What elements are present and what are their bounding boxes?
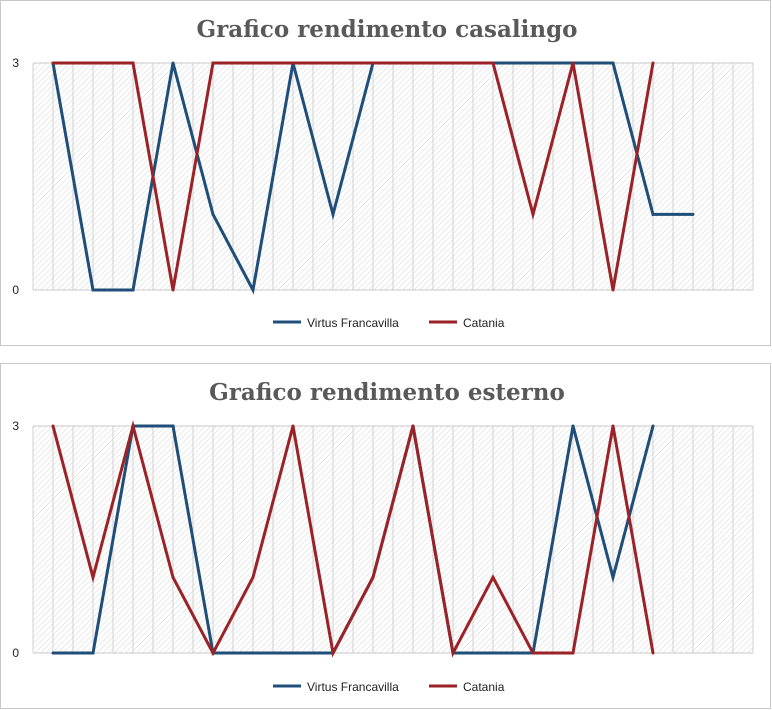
data-point-virtus-francavilla bbox=[51, 651, 55, 655]
data-point-catania bbox=[531, 651, 535, 655]
data-point-virtus-francavilla bbox=[291, 651, 295, 655]
y-tick-label: 3 bbox=[12, 56, 19, 70]
data-point-catania bbox=[411, 424, 415, 428]
data-point-catania bbox=[51, 424, 55, 428]
series-line-catania bbox=[51, 420, 655, 658]
plot-area: 03 bbox=[12, 419, 754, 660]
legend-label-catania: Catania bbox=[463, 316, 505, 330]
legend-label-catania: Catania bbox=[463, 680, 505, 694]
data-point-catania bbox=[611, 288, 615, 292]
data-point-catania bbox=[91, 575, 95, 579]
legend: Virtus Francavilla Catania bbox=[273, 316, 505, 330]
data-point-catania bbox=[411, 61, 415, 65]
data-point-virtus-francavilla bbox=[211, 212, 215, 216]
data-point-virtus-francavilla bbox=[611, 575, 615, 579]
data-point-catania bbox=[531, 212, 535, 216]
data-point-catania bbox=[251, 61, 255, 65]
plot-area: 03 bbox=[12, 56, 754, 297]
data-point-virtus-francavilla bbox=[91, 651, 95, 655]
data-point-virtus-francavilla bbox=[531, 61, 535, 65]
data-point-catania bbox=[171, 575, 175, 579]
legend-label-virtus: Virtus Francavilla bbox=[307, 316, 399, 330]
data-point-catania bbox=[291, 61, 295, 65]
data-point-catania bbox=[91, 61, 95, 65]
data-point-catania bbox=[571, 61, 575, 65]
data-point-catania bbox=[491, 61, 495, 65]
data-point-virtus-francavilla bbox=[251, 651, 255, 655]
data-point-virtus-francavilla bbox=[331, 212, 335, 216]
data-point-virtus-francavilla bbox=[91, 288, 95, 292]
data-point-catania bbox=[371, 575, 375, 579]
data-point-virtus-francavilla bbox=[611, 61, 615, 65]
chart-away-svg: Grafico rendimento esterno 03 Virtus Fra… bbox=[12, 379, 754, 694]
data-point-catania bbox=[451, 651, 455, 655]
chart-home-svg: Grafico rendimento casalingo 03 Virtus F… bbox=[12, 16, 754, 330]
data-point-virtus-francavilla bbox=[651, 212, 655, 216]
legend-label-virtus: Virtus Francavilla bbox=[307, 680, 399, 694]
y-tick-label: 0 bbox=[12, 646, 19, 660]
data-point-catania bbox=[291, 424, 295, 428]
data-point-catania bbox=[131, 61, 135, 65]
series-line-catania bbox=[53, 61, 655, 291]
data-point-catania bbox=[611, 424, 615, 428]
data-point-catania bbox=[331, 61, 335, 65]
data-point-virtus-francavilla bbox=[131, 288, 135, 292]
data-point-virtus-francavilla bbox=[171, 61, 175, 65]
y-tick-label: 0 bbox=[12, 283, 19, 297]
data-point-catania bbox=[331, 651, 335, 655]
data-point-catania bbox=[491, 575, 495, 579]
data-point-virtus-francavilla bbox=[571, 424, 575, 428]
y-tick-label: 3 bbox=[12, 419, 19, 433]
chart-title: Grafico rendimento esterno bbox=[209, 379, 565, 406]
data-point-virtus-francavilla bbox=[691, 212, 695, 216]
data-point-virtus-francavilla bbox=[651, 424, 655, 428]
data-point-catania bbox=[371, 61, 375, 65]
data-point-virtus-francavilla bbox=[171, 424, 175, 428]
data-point-catania bbox=[251, 575, 255, 579]
legend: Virtus Francavilla Catania bbox=[273, 680, 505, 694]
data-point-catania bbox=[131, 424, 135, 428]
data-point-catania bbox=[211, 61, 215, 65]
data-point-virtus-francavilla bbox=[491, 651, 495, 655]
data-point-catania bbox=[51, 61, 55, 65]
data-point-catania bbox=[651, 61, 655, 65]
data-point-catania bbox=[211, 651, 215, 655]
data-point-catania bbox=[571, 651, 575, 655]
data-point-catania bbox=[451, 61, 455, 65]
data-point-catania bbox=[171, 288, 175, 292]
data-point-virtus-francavilla bbox=[251, 288, 255, 292]
chart-title: Grafico rendimento casalingo bbox=[196, 16, 577, 43]
data-point-catania bbox=[651, 651, 655, 655]
